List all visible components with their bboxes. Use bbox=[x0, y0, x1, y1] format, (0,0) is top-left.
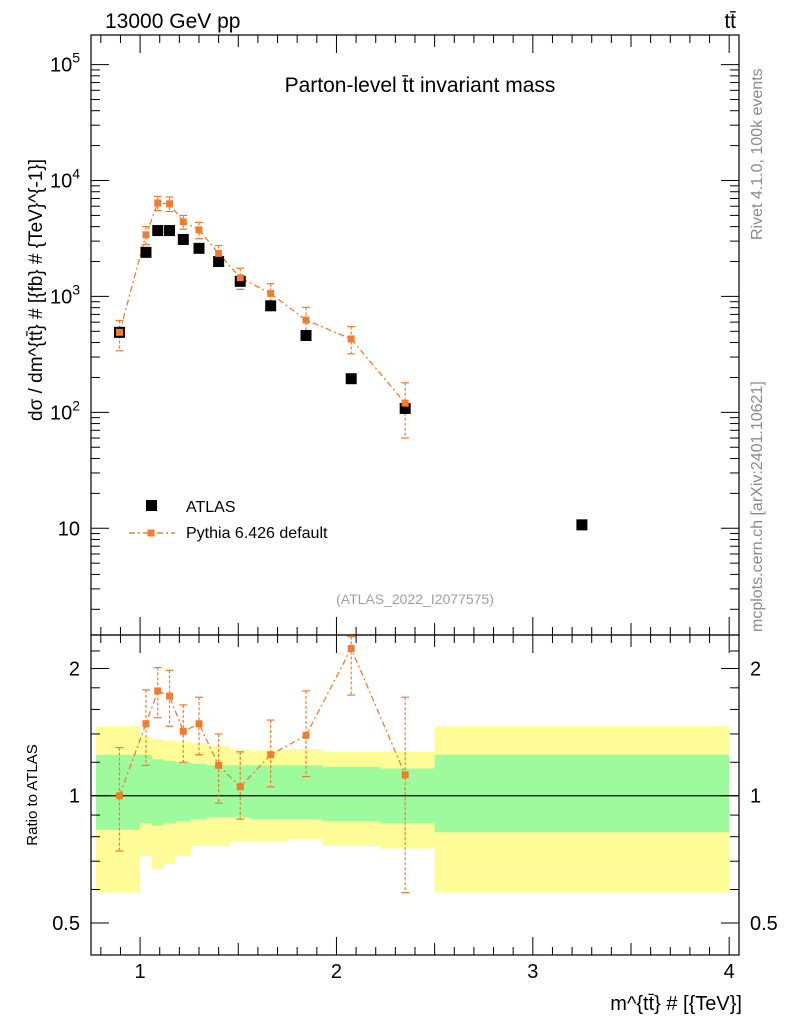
top-axes: 10 102 103 104 105 bbox=[50, 35, 739, 635]
ratio-data-point bbox=[142, 720, 150, 728]
bottom-y-tick-label-right: 1 bbox=[750, 786, 761, 808]
atlas-data-point bbox=[265, 300, 277, 312]
bottom-y-axis-label: Ratio to ATLAS bbox=[24, 744, 41, 845]
legend: ATLAS Pythia 6.426 default bbox=[129, 499, 328, 542]
legend-marker-atlas bbox=[146, 500, 157, 511]
top-y-axis-label: dσ / dm^{tt̄} # [{fb} # {TeV}^{-1}] bbox=[26, 159, 47, 421]
mc-data-point bbox=[347, 335, 355, 343]
top-title: Parton-level t̄t invariant mass bbox=[285, 74, 556, 97]
top-plot-area bbox=[113, 195, 588, 531]
bottom-plot-area bbox=[91, 635, 739, 894]
atlas-data-point bbox=[399, 402, 411, 414]
bottom-y-tick-label-right: 2 bbox=[750, 658, 761, 680]
legend-marker-mc bbox=[147, 529, 155, 537]
ratio-data-point bbox=[166, 692, 174, 700]
ratio-data-point bbox=[179, 727, 187, 735]
bottom-y-tick-label-right: 0.5 bbox=[750, 913, 778, 935]
atlas-data-point bbox=[164, 225, 176, 237]
mc-series-line bbox=[118, 202, 406, 404]
mc-data-point bbox=[302, 316, 310, 324]
x-tick-label: 4 bbox=[724, 961, 735, 983]
atlas-data-point bbox=[576, 519, 588, 531]
bottom-y-tick-label-left: 2 bbox=[69, 658, 80, 680]
mc-data-point bbox=[267, 289, 275, 297]
mc-data-point bbox=[236, 274, 244, 282]
bottom-y-tick-label-left: 1 bbox=[69, 786, 80, 808]
x-tick-label: 2 bbox=[331, 961, 342, 983]
ratio-data-point bbox=[115, 792, 123, 800]
mc-data-point bbox=[179, 218, 187, 226]
x-axis-label: m^{tt̄} # [{TeV}] bbox=[610, 993, 742, 1015]
mc-data-point bbox=[166, 200, 174, 208]
ratio-data-point bbox=[267, 751, 275, 759]
ratio-data-point bbox=[236, 783, 244, 791]
mc-data-point bbox=[115, 328, 123, 336]
top-y-tick-label: 102 bbox=[50, 397, 80, 424]
bottom-axes: 0.5 0.5 1 1 2 2 1 2 3 4 bbox=[52, 635, 778, 983]
energy-label: 13000 GeV pp bbox=[105, 10, 240, 33]
legend-label-mc: Pythia 6.426 default bbox=[186, 525, 328, 542]
rivet-label: Rivet 4.1.0, 100k events bbox=[749, 68, 766, 240]
atlas-data-point bbox=[234, 275, 246, 287]
ratio-data-point bbox=[302, 731, 310, 739]
ratio-data-point bbox=[401, 771, 409, 779]
top-y-tick-label: 10 bbox=[58, 518, 80, 540]
mc-data-point bbox=[401, 399, 409, 407]
atlas-data-point bbox=[193, 242, 205, 254]
analysis-label: (ATLAS_2022_I2077575) bbox=[336, 591, 494, 607]
top-panel: 10 102 103 104 105 Parton-level t̄t invarian… bbox=[26, 34, 740, 636]
ratio-data-point bbox=[215, 761, 223, 769]
bottom-panel: 0.5 0.5 1 1 2 2 1 2 3 4 Ratio to ATLAS m^{tt̄} # … bbox=[24, 634, 778, 1015]
mc-data-point bbox=[142, 231, 150, 239]
legend-label-atlas: ATLAS bbox=[186, 499, 236, 516]
mc-data-point bbox=[215, 249, 223, 257]
atlas-data-point bbox=[177, 233, 189, 245]
ratio-data-point bbox=[347, 644, 355, 652]
atlas-data-point bbox=[152, 225, 164, 237]
top-y-tick-label: 103 bbox=[50, 281, 80, 308]
atlas-data-point bbox=[213, 256, 225, 268]
x-tick-label: 3 bbox=[527, 961, 538, 983]
atlas-data-point bbox=[140, 246, 152, 258]
uncertainty-band-inner bbox=[95, 754, 730, 833]
top-y-tick-label: 105 bbox=[50, 50, 80, 77]
top-y-tick-label: 104 bbox=[50, 166, 80, 193]
ratio-data-point bbox=[154, 687, 162, 695]
atlas-data-point bbox=[300, 330, 312, 342]
x-tick-label: 1 bbox=[135, 961, 146, 983]
top-panel-frame bbox=[90, 34, 740, 636]
ratio-data-point bbox=[195, 720, 203, 728]
atlas-data-point bbox=[345, 373, 357, 385]
mc-data-point bbox=[195, 226, 203, 234]
bottom-y-tick-label-left: 0.5 bbox=[52, 913, 80, 935]
mcplots-label: mcplots.cern.ch [arXiv:2401.10621] bbox=[749, 381, 766, 632]
mc-data-point bbox=[154, 199, 162, 207]
process-label: tt̄ bbox=[724, 10, 736, 33]
